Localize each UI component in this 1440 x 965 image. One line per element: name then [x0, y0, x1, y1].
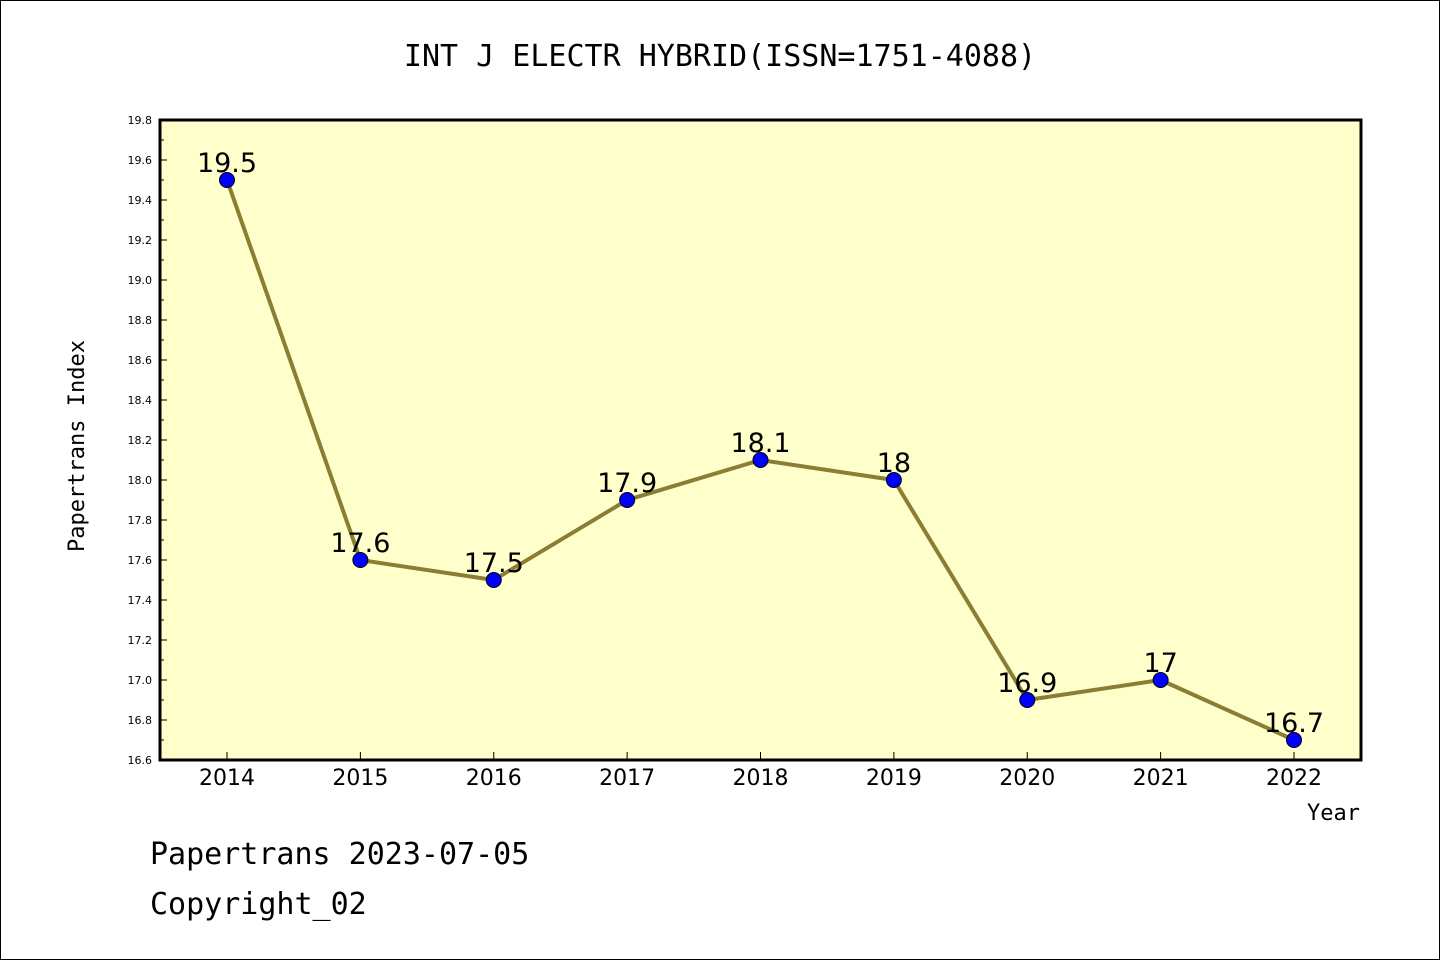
x-tick-label: 2018 — [733, 766, 789, 791]
series-layer — [219, 172, 1302, 748]
data-point — [1286, 732, 1302, 748]
y-tick-label: 17.4 — [128, 594, 153, 607]
y-tick-label: 19.0 — [128, 274, 153, 287]
x-tick-label: 2016 — [466, 766, 522, 791]
data-label: 17.5 — [464, 548, 524, 579]
x-tick-label: 2014 — [199, 766, 255, 791]
y-tick-label: 16.6 — [128, 754, 153, 767]
y-tick-label: 19.4 — [128, 194, 153, 207]
data-label: 16.7 — [1264, 708, 1324, 739]
y-tick-label: 18.8 — [128, 314, 153, 327]
y-tick-label: 19.2 — [128, 234, 153, 247]
chart-title: INT J ELECTR HYBRID(ISSN=1751-4088) — [404, 39, 1036, 74]
y-tick-label: 17.2 — [128, 634, 153, 647]
y-tick-label: 17.8 — [128, 514, 153, 527]
x-tick-label: 2022 — [1266, 766, 1322, 791]
y-tick-label: 16.8 — [128, 714, 153, 727]
y-axis: 16.6 16.8 17.0 17.2 17.4 17.6 17.8 18.0 18.2 18.4… — [128, 114, 167, 767]
y-tick-label: 19.8 — [128, 114, 153, 127]
y-tick-label: 17.0 — [128, 674, 153, 687]
y-tick-label: 18.4 — [128, 394, 153, 407]
data-label: 18.1 — [730, 428, 790, 459]
data-point — [1152, 672, 1169, 688]
data-label: 18 — [877, 448, 911, 479]
plot-area — [158, 118, 1363, 762]
x-axis-label: Year — [1307, 801, 1360, 826]
y-tick-label: 18.6 — [128, 354, 153, 367]
x-axis: 2014 2015 2016 2017 2018 2019 2020 2021 2022 — [199, 752, 1322, 791]
data-point — [352, 552, 369, 568]
y-axis-label: Papertrans Index — [65, 340, 90, 552]
x-tick-label: 2015 — [332, 766, 388, 791]
y-tick-label: 17.6 — [128, 554, 153, 567]
y-tick-label: 18.0 — [128, 474, 153, 487]
data-point — [619, 492, 636, 508]
data-point — [219, 172, 235, 188]
x-tick-label: 2017 — [599, 766, 655, 791]
data-point — [1019, 692, 1036, 708]
data-label: 17.9 — [597, 468, 657, 499]
data-label: 19.5 — [197, 148, 257, 179]
footer-copyright: Copyright_02 — [150, 887, 367, 922]
data-labels: 19.5 17.6 17.5 17.9 18.1 18 16.9 17 16.7 — [197, 148, 1324, 739]
y-tick-label: 18.2 — [128, 434, 153, 447]
x-tick-label: 2021 — [1133, 766, 1189, 791]
data-label: 16.9 — [997, 668, 1057, 699]
data-label: 17.6 — [330, 528, 390, 559]
footer-date: Papertrans 2023-07-05 — [150, 837, 529, 872]
data-point — [752, 452, 769, 468]
y-tick-label: 19.6 — [128, 154, 153, 167]
data-label: 17 — [1143, 648, 1177, 679]
data-point — [885, 472, 902, 488]
data-point — [485, 572, 502, 588]
x-tick-label: 2020 — [999, 766, 1055, 791]
x-tick-label: 2019 — [866, 766, 922, 791]
